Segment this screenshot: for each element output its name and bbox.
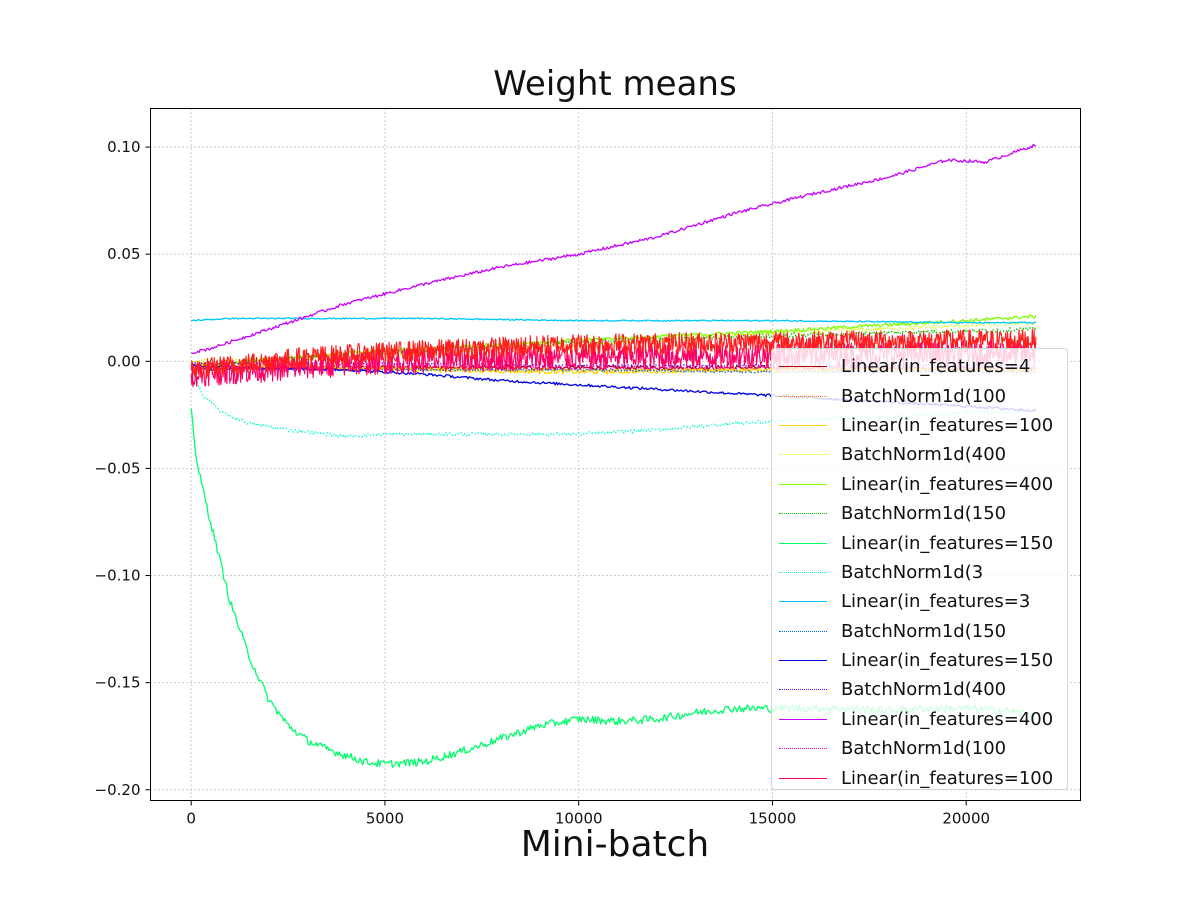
- legend-item: BatchNorm1d(100: [772, 381, 1067, 410]
- legend-label: Linear(in_features=4: [841, 356, 1031, 378]
- y-tick-label: 0.10: [107, 138, 140, 156]
- legend-item: BatchNorm1d(150: [772, 617, 1067, 646]
- series-line: [191, 317, 1036, 325]
- legend-swatch: [779, 777, 827, 779]
- legend-label: BatchNorm1d(400: [841, 444, 1007, 466]
- legend-swatch: [779, 630, 827, 632]
- y-tick-label: −0.20: [95, 781, 141, 799]
- legend-label: Linear(in_features=100: [841, 414, 1054, 436]
- legend-swatch: [779, 601, 827, 603]
- legend-label: Linear(in_features=100: [841, 767, 1054, 789]
- legend-label: Linear(in_features=3: [841, 591, 1031, 613]
- legend-label: Linear(in_features=150: [841, 532, 1054, 554]
- legend: Linear(in_features=4 BatchNorm1d(100 Linea…: [771, 348, 1068, 790]
- y-tick-label: −0.15: [95, 674, 141, 692]
- series-line: [190, 363, 1036, 370]
- legend-swatch: [779, 542, 827, 544]
- legend-item: BatchNorm1d(400: [772, 440, 1067, 469]
- x-tick-label: 20000: [942, 810, 990, 828]
- legend-label: Linear(in_features=400: [841, 473, 1054, 495]
- legend-swatch: [779, 718, 827, 720]
- y-tick-label: −0.05: [95, 459, 141, 477]
- legend-item: Linear(in_features=150: [772, 528, 1067, 557]
- legend-swatch: [779, 571, 827, 573]
- x-tick-label: 5000: [366, 810, 404, 828]
- legend-item: Linear(in_features=4: [772, 352, 1067, 381]
- legend-item: Linear(in_features=400: [772, 705, 1067, 734]
- legend-swatch: [779, 454, 827, 456]
- y-tick-label: 0.05: [107, 245, 140, 263]
- legend-swatch: [779, 660, 827, 662]
- plot-frame: [150, 108, 1081, 801]
- legend-swatch: [779, 395, 827, 397]
- legend-label: Linear(in_features=400: [841, 708, 1054, 730]
- x-axis-label: Mini-batch: [520, 824, 710, 865]
- y-tick-label: −0.10: [95, 567, 141, 585]
- legend-label: Linear(in_features=150: [841, 650, 1054, 672]
- legend-item: Linear(in_features=100: [772, 763, 1067, 792]
- legend-swatch: [779, 689, 827, 691]
- series-line: [190, 328, 1037, 379]
- legend-label: BatchNorm1d(150: [841, 620, 1007, 642]
- x-axis-ticks: 0 5000 10000 15000 20000: [186, 800, 990, 828]
- legend-item: BatchNorm1d(100: [772, 734, 1067, 763]
- legend-item: Linear(in_features=400: [772, 470, 1067, 499]
- legend-label: BatchNorm1d(100: [841, 385, 1007, 407]
- legend-swatch: [779, 424, 827, 426]
- legend-label: BatchNorm1d(400: [841, 679, 1007, 701]
- x-tick-label: 0: [186, 810, 196, 828]
- legend-item: BatchNorm1d(150: [772, 499, 1067, 528]
- legend-swatch: [779, 483, 827, 485]
- legend-swatch: [779, 513, 827, 515]
- y-axis-ticks: 0.10 0.05 0.00 −0.05 −0.10 −0.15 −0.20: [95, 138, 151, 799]
- legend-label: BatchNorm1d(3: [841, 561, 984, 583]
- legend-item: BatchNorm1d(400: [772, 675, 1067, 704]
- x-tick-label: 15000: [749, 810, 797, 828]
- legend-item: Linear(in_features=3: [772, 587, 1067, 616]
- series-line: [190, 143, 1036, 354]
- legend-item: Linear(in_features=150: [772, 646, 1067, 675]
- legend-label: BatchNorm1d(150: [841, 503, 1007, 525]
- legend-item: Linear(in_features=100: [772, 411, 1067, 440]
- y-tick-label: 0.00: [107, 352, 140, 370]
- chart-title: Weight means: [493, 64, 737, 104]
- series-line: [190, 326, 1037, 368]
- legend-swatch: [779, 366, 827, 368]
- x-tick-label: 10000: [555, 810, 603, 828]
- legend-label: BatchNorm1d(100: [841, 738, 1007, 760]
- legend-item: BatchNorm1d(3: [772, 558, 1067, 587]
- legend-swatch: [779, 748, 827, 750]
